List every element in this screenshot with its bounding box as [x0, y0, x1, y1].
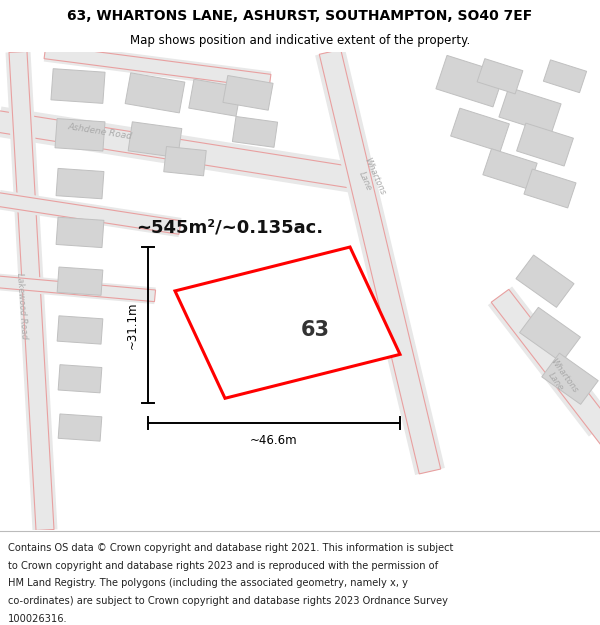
Polygon shape — [0, 109, 362, 189]
Polygon shape — [483, 149, 537, 189]
Polygon shape — [57, 316, 103, 344]
Polygon shape — [175, 247, 400, 398]
Polygon shape — [51, 69, 105, 103]
Polygon shape — [57, 267, 103, 296]
Text: ~31.1m: ~31.1m — [125, 301, 139, 349]
Text: ~46.6m: ~46.6m — [250, 434, 298, 447]
Polygon shape — [125, 73, 185, 113]
Polygon shape — [58, 414, 102, 441]
Polygon shape — [55, 119, 105, 151]
Text: 63, WHARTONS LANE, ASHURST, SOUTHAMPTON, SO40 7EF: 63, WHARTONS LANE, ASHURST, SOUTHAMPTON,… — [67, 9, 533, 22]
Polygon shape — [223, 76, 273, 110]
Text: to Crown copyright and database rights 2023 and is reproduced with the permissio: to Crown copyright and database rights 2… — [8, 561, 438, 571]
Polygon shape — [164, 146, 206, 176]
Text: Lakewood Road: Lakewood Road — [15, 272, 29, 339]
Polygon shape — [189, 79, 241, 116]
Polygon shape — [0, 191, 181, 234]
Polygon shape — [9, 51, 54, 531]
Polygon shape — [517, 123, 574, 166]
Text: 100026316.: 100026316. — [8, 614, 67, 624]
Polygon shape — [451, 108, 509, 152]
Polygon shape — [319, 49, 441, 474]
Polygon shape — [232, 116, 278, 148]
Text: Whartons
Lane: Whartons Lane — [541, 357, 580, 401]
Polygon shape — [56, 217, 104, 248]
Text: Map shows position and indicative extent of the property.: Map shows position and indicative extent… — [130, 34, 470, 47]
Polygon shape — [128, 122, 182, 158]
Polygon shape — [516, 255, 574, 308]
Text: ~545m²/~0.135ac.: ~545m²/~0.135ac. — [136, 219, 323, 236]
Polygon shape — [542, 353, 598, 404]
Text: Ashdene Road: Ashdene Road — [67, 122, 133, 141]
Polygon shape — [56, 168, 104, 199]
Polygon shape — [491, 289, 600, 458]
Text: Contains OS data © Crown copyright and database right 2021. This information is : Contains OS data © Crown copyright and d… — [8, 543, 453, 553]
Text: 63: 63 — [301, 321, 330, 341]
Polygon shape — [520, 308, 580, 362]
Polygon shape — [544, 60, 587, 92]
Polygon shape — [436, 56, 504, 107]
Polygon shape — [58, 364, 102, 393]
Text: Whartons
Lane: Whartons Lane — [353, 156, 387, 201]
Text: co-ordinates) are subject to Crown copyright and database rights 2023 Ordnance S: co-ordinates) are subject to Crown copyr… — [8, 596, 448, 606]
Polygon shape — [44, 45, 271, 88]
Polygon shape — [499, 88, 561, 134]
Polygon shape — [477, 59, 523, 94]
Polygon shape — [0, 276, 155, 302]
Polygon shape — [524, 169, 576, 208]
Text: HM Land Registry. The polygons (including the associated geometry, namely x, y: HM Land Registry. The polygons (includin… — [8, 579, 408, 589]
